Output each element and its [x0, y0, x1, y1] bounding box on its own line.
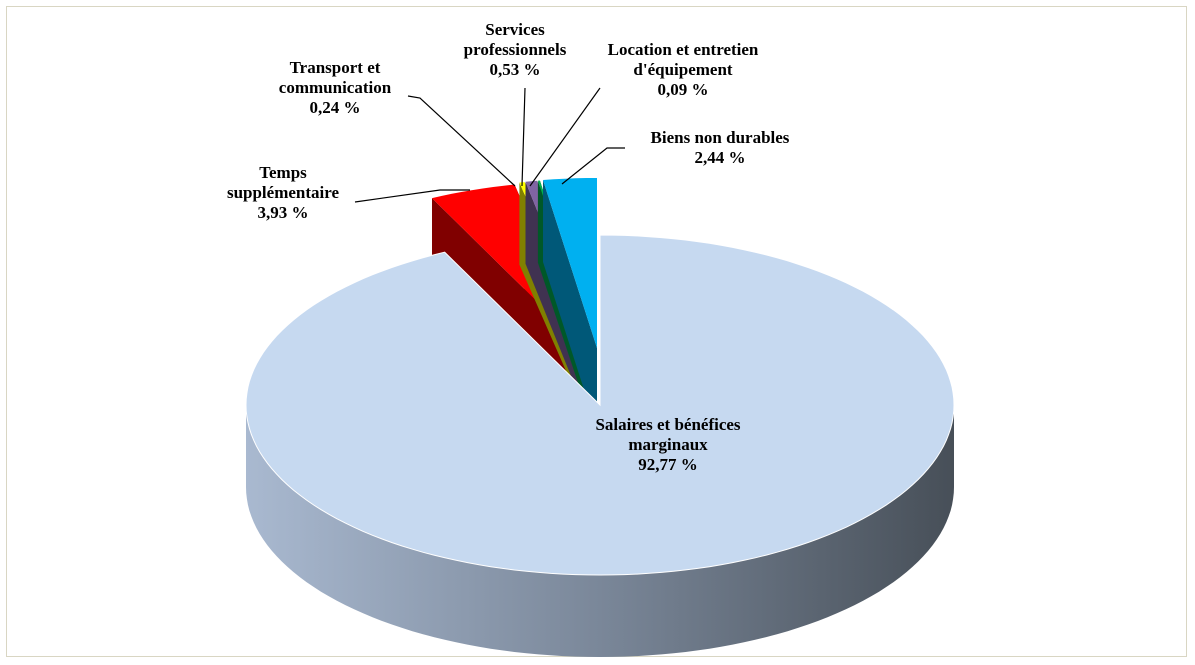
leader-lines: [354, 87, 625, 203]
leader-line: [561, 147, 625, 185]
category-label: Transport et communication: [278, 58, 392, 97]
category-label: Biens non durables: [650, 128, 790, 147]
category-label: Services professionnels: [463, 20, 567, 59]
value-label: 3,93 %: [257, 203, 309, 222]
data-label: Salaires et bénéfices marginaux 92,77 %: [563, 415, 773, 475]
value-label: 2,44 %: [694, 148, 746, 167]
data-label: Services professionnels 0,53 %: [445, 20, 585, 80]
data-label: Biens non durables 2,44 %: [615, 128, 825, 168]
category-label: Salaires et bénéfices marginaux: [595, 415, 741, 454]
leader-line: [407, 95, 516, 187]
value-label: 0,24 %: [309, 98, 361, 117]
value-label: 92,77 %: [638, 455, 698, 474]
data-label: Location et entretien d'équipement 0,09 %: [578, 40, 788, 100]
data-label: Transport et communication 0,24 %: [255, 58, 415, 118]
leader-line: [529, 87, 601, 187]
leader-line: [354, 189, 470, 203]
slice-side: [246, 405, 954, 657]
category-label: Location et entretien d'équipement: [607, 40, 759, 79]
slice: [543, 178, 597, 348]
value-label: 0,09 %: [657, 80, 709, 99]
data-label: Temps supplémentaire 3,93 %: [203, 163, 363, 223]
value-label: 0,53 %: [489, 60, 541, 79]
leader-line: [521, 87, 526, 187]
slice: [245, 234, 955, 576]
slice-wall: [543, 180, 597, 430]
category-label: Temps supplémentaire: [226, 163, 340, 202]
